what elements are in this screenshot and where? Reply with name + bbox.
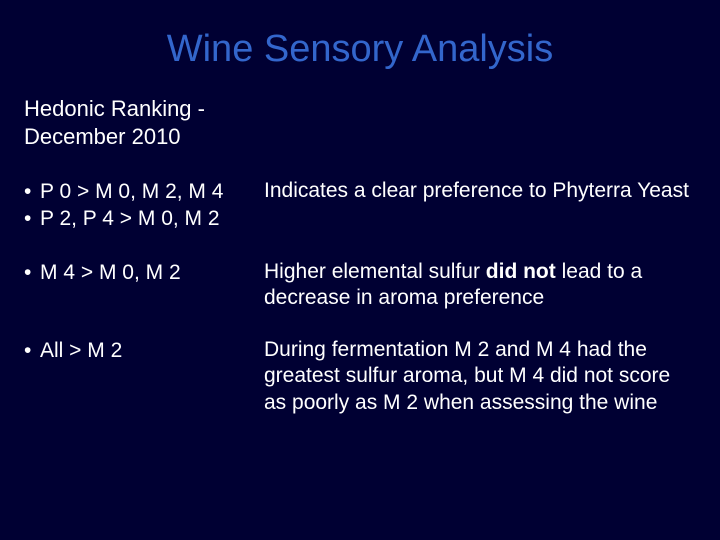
right-text-pre: Higher elemental sulfur xyxy=(264,260,486,283)
right-text-pre: During fermentation M 2 and M 4 had the … xyxy=(264,338,670,414)
right-text-bold: did not xyxy=(486,260,556,283)
subtitle-line-1: Hedonic Ranking - xyxy=(24,95,720,123)
row-right: Higher elemental sulfur did not lead to … xyxy=(264,259,700,312)
bullet-item: • All > M 2 xyxy=(24,337,264,364)
bullet-icon: • xyxy=(24,337,40,364)
row-left: • All > M 2 xyxy=(24,337,264,416)
slide: Wine Sensory Analysis Hedonic Ranking - … xyxy=(0,0,720,540)
subtitle-line-2: December 2010 xyxy=(24,123,720,151)
content-row: • P 0 > M 0, M 2, M 4 • P 2, P 4 > M 0, … xyxy=(0,178,720,233)
content-row: • M 4 > M 0, M 2 Higher elemental sulfur… xyxy=(0,259,720,312)
bullet-text: P 0 > M 0, M 2, M 4 xyxy=(40,178,223,205)
row-right: Indicates a clear preference to Phyterra… xyxy=(264,178,700,233)
row-right: During fermentation M 2 and M 4 had the … xyxy=(264,337,700,416)
bullet-item: • M 4 > M 0, M 2 xyxy=(24,259,264,286)
bullet-item: • P 0 > M 0, M 2, M 4 xyxy=(24,178,264,205)
row-left: • M 4 > M 0, M 2 xyxy=(24,259,264,312)
bullet-icon: • xyxy=(24,259,40,286)
bullet-icon: • xyxy=(24,205,40,232)
row-left: • P 0 > M 0, M 2, M 4 • P 2, P 4 > M 0, … xyxy=(24,178,264,233)
right-text-pre: Indicates a clear preference to Phyterra… xyxy=(264,179,689,202)
bullet-text: M 4 > M 0, M 2 xyxy=(40,259,181,286)
bullet-text: All > M 2 xyxy=(40,337,122,364)
bullet-icon: • xyxy=(24,178,40,205)
slide-title: Wine Sensory Analysis xyxy=(0,0,720,95)
slide-subtitle: Hedonic Ranking - December 2010 xyxy=(0,95,720,178)
content-row: • All > M 2 During fermentation M 2 and … xyxy=(0,337,720,416)
bullet-text: P 2, P 4 > M 0, M 2 xyxy=(40,205,220,232)
bullet-item: • P 2, P 4 > M 0, M 2 xyxy=(24,205,264,232)
